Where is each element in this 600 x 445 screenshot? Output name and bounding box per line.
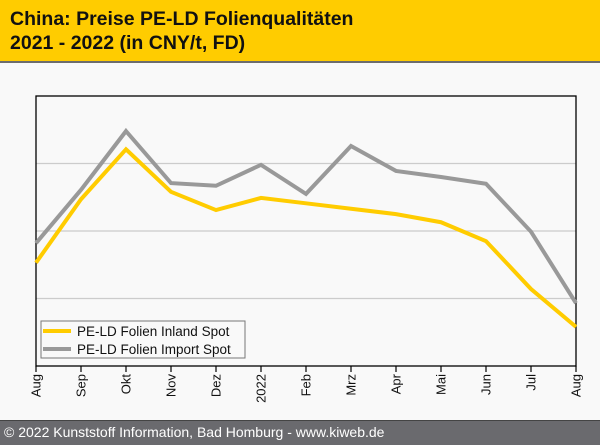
x-tick-label: Mrz <box>344 374 359 396</box>
series-line-inland <box>36 149 576 327</box>
x-tick-label: Okt <box>119 374 134 395</box>
legend: PE-LD Folien Inland Spot PE-LD Folien Im… <box>41 321 245 358</box>
x-tick-label: Feb <box>299 374 314 396</box>
copyright-text: © 2022 Kunststoff Information, Bad Hombu… <box>4 424 384 440</box>
legend-label-import: PE-LD Folien Import Spot <box>77 342 231 357</box>
x-axis-labels: Aug Sep Okt Nov Dez 2022 Feb Mrz Apr Mai Jun Jul Aug <box>29 373 584 403</box>
x-tick-label: Nov <box>164 374 179 398</box>
x-tick-label: Sep <box>74 374 89 397</box>
footer: © 2022 Kunststoff Information, Bad Hombu… <box>0 420 600 445</box>
x-tick-label: Apr <box>389 373 404 394</box>
x-axis-ticks <box>36 366 576 372</box>
x-tick-label: Aug <box>569 374 584 397</box>
gridlines <box>36 164 576 299</box>
series-lines <box>36 131 576 327</box>
x-tick-label: Aug <box>29 374 44 397</box>
x-tick-label: Dez <box>209 374 224 397</box>
x-tick-label: Mai <box>434 374 449 395</box>
x-tick-label: 2022 <box>254 374 269 403</box>
x-tick-label: Jun <box>479 374 494 395</box>
x-tick-label: Jul <box>524 374 539 391</box>
legend-label-inland: PE-LD Folien Inland Spot <box>77 324 230 339</box>
